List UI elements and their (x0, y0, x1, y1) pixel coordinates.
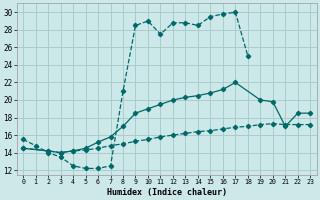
X-axis label: Humidex (Indice chaleur): Humidex (Indice chaleur) (107, 188, 227, 197)
